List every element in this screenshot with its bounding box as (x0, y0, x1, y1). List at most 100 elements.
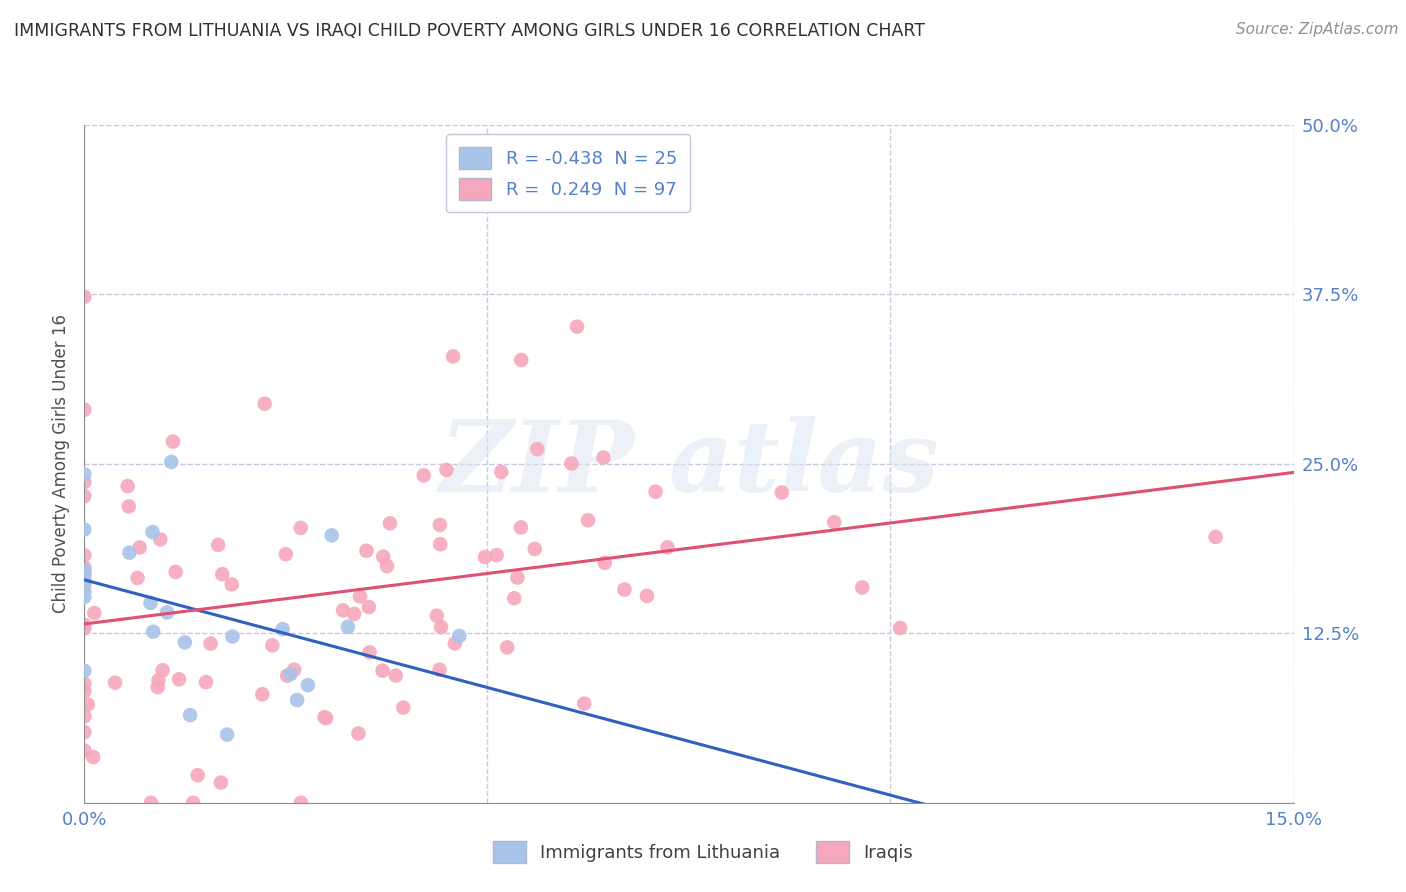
Point (149, 533, 172, 547)
Point (429, 663, 451, 677)
Point (118, 546, 141, 560)
Point (187, 768, 209, 782)
Point (347, 726, 370, 740)
Point (510, 353, 533, 368)
Point (349, 590, 371, 604)
Point (73, 725, 96, 739)
Point (426, 608, 449, 623)
Point (82, 750, 104, 764)
Text: Source: ZipAtlas.com: Source: ZipAtlas.com (1236, 22, 1399, 37)
Point (429, 537, 451, 551)
Point (276, 669, 298, 683)
Point (429, 517, 451, 532)
Point (285, 693, 308, 707)
Point (644, 484, 666, 499)
Y-axis label: Child Poverty Among Girls Under 16: Child Poverty Among Girls Under 16 (52, 314, 70, 614)
Point (211, 567, 233, 582)
Legend: Immigrants from Lithuania, Iraqis: Immigrants from Lithuania, Iraqis (482, 830, 924, 874)
Point (73, 475, 96, 490)
Point (1205, 530, 1227, 544)
Point (449, 629, 471, 643)
Point (179, 708, 201, 723)
Point (76, 698, 98, 712)
Point (165, 565, 187, 579)
Point (613, 582, 636, 597)
Point (162, 434, 184, 449)
Point (128, 541, 150, 555)
Point (375, 559, 398, 574)
Point (73, 567, 96, 582)
Point (384, 668, 406, 682)
Point (142, 624, 165, 639)
Point (336, 620, 359, 634)
Point (343, 607, 366, 621)
Point (73, 548, 96, 562)
Point (253, 397, 276, 411)
Point (73, 523, 96, 537)
Point (73, 579, 96, 593)
Point (73, 621, 96, 635)
Point (474, 549, 496, 564)
Point (221, 577, 243, 591)
Point (127, 571, 149, 585)
Point (200, 637, 222, 651)
Point (441, 350, 464, 364)
Point (156, 606, 179, 620)
Point (526, 442, 548, 457)
Point (73, 664, 96, 678)
Point (73, 290, 96, 304)
Point (217, 728, 239, 742)
Point (252, 687, 274, 701)
Point (181, 796, 204, 810)
Point (73, 584, 96, 599)
Point (160, 455, 183, 469)
Point (209, 775, 232, 789)
Point (371, 664, 394, 678)
Point (510, 520, 533, 534)
Point (592, 450, 614, 465)
Point (73, 590, 96, 604)
Point (152, 663, 174, 677)
Point (141, 525, 163, 540)
Point (73, 574, 96, 589)
Point (412, 468, 434, 483)
Point (73, 709, 96, 723)
Point (73, 489, 96, 503)
Point (73, 467, 96, 482)
Point (283, 663, 305, 677)
Text: IMMIGRANTS FROM LITHUANIA VS IRAQI CHILD POVERTY AMONG GIRLS UNDER 16 CORRELATIO: IMMIGRANTS FROM LITHUANIA VS IRAQI CHILD… (14, 22, 925, 40)
Point (373, 549, 395, 564)
Point (485, 548, 508, 562)
Point (73, 563, 96, 577)
Point (83, 606, 105, 620)
Point (378, 516, 401, 531)
Point (148, 673, 170, 688)
Point (430, 620, 453, 634)
Point (321, 528, 343, 542)
Point (315, 711, 337, 725)
Point (560, 457, 582, 471)
Point (73, 567, 96, 582)
Point (73, 684, 96, 698)
Point (636, 589, 658, 603)
Point (506, 570, 529, 584)
Text: ZIP atlas: ZIP atlas (439, 416, 939, 512)
Point (73, 402, 96, 417)
Legend: R = -0.438  N = 25, R =  0.249  N = 97: R = -0.438 N = 25, R = 0.249 N = 97 (446, 134, 690, 212)
Point (770, 485, 793, 500)
Point (523, 541, 546, 556)
Point (274, 547, 297, 561)
Point (851, 581, 873, 595)
Point (576, 513, 599, 527)
Point (104, 675, 127, 690)
Point (356, 543, 378, 558)
Point (73, 617, 96, 632)
Point (290, 796, 312, 810)
Point (280, 667, 302, 681)
Point (314, 710, 336, 724)
Point (207, 538, 229, 552)
Point (173, 635, 195, 649)
Point (359, 645, 381, 659)
Point (357, 599, 380, 614)
Point (574, 697, 596, 711)
